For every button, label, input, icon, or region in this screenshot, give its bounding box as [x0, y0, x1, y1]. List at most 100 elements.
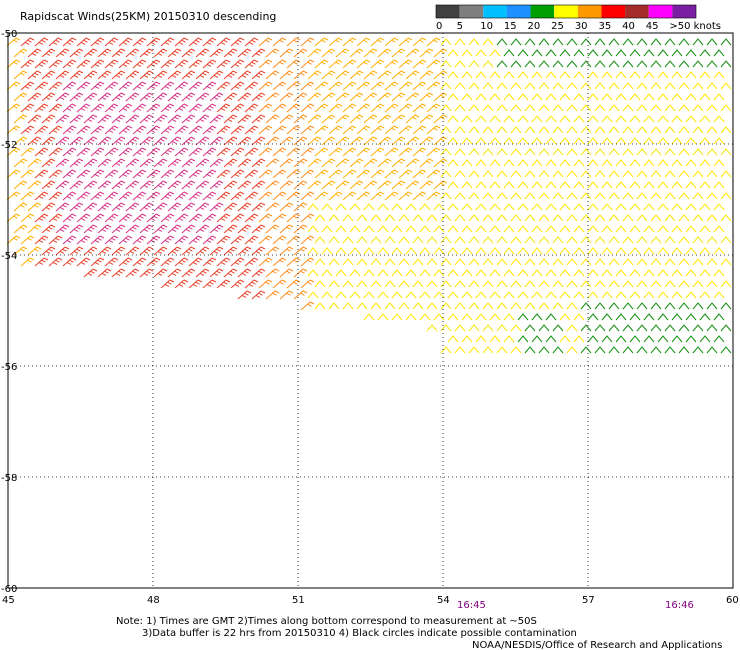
wind-barb — [153, 158, 168, 168]
wind-barb — [398, 191, 413, 201]
wind-barb — [496, 38, 508, 46]
wind-barb — [524, 236, 536, 244]
wind-barb — [188, 81, 203, 91]
wind-barb — [629, 269, 641, 277]
wind-barb — [552, 170, 564, 178]
wind-barb — [531, 181, 543, 189]
wind-barb — [132, 169, 147, 179]
wind-barb — [517, 291, 529, 299]
wind-barb — [356, 125, 371, 135]
wind-barb — [692, 148, 704, 156]
wind-barb — [118, 235, 133, 245]
wind-barb — [216, 81, 231, 91]
wind-barb — [636, 214, 648, 222]
wind-barb — [398, 302, 410, 310]
wind-barb — [27, 202, 42, 212]
wind-barb — [279, 158, 294, 168]
wind-barb — [293, 268, 308, 278]
wind-barb — [244, 125, 259, 135]
wind-barb — [20, 191, 35, 201]
wind-barb — [524, 280, 536, 288]
wind-barb — [468, 258, 480, 266]
wind-barb — [69, 224, 84, 234]
wind-barb — [412, 147, 427, 157]
wind-barb — [664, 258, 676, 266]
wind-barb — [321, 158, 336, 168]
wind-barb — [594, 38, 606, 46]
wind-barb — [167, 114, 182, 124]
wind-barb — [580, 258, 592, 266]
wind-speed-legend: 0 5 10 15 20 25 30 35 40 45 >50 knots — [435, 4, 721, 32]
wind-barb — [153, 224, 168, 234]
wind-barb — [265, 202, 280, 212]
wind-barb — [692, 170, 704, 178]
wind-barb — [90, 37, 105, 47]
wind-barb — [580, 302, 592, 310]
wind-barb — [496, 280, 508, 288]
wind-barb — [321, 180, 336, 190]
wind-barb — [125, 48, 140, 58]
wind-barb — [454, 346, 466, 354]
wind-barb — [265, 158, 280, 168]
wind-barb — [398, 214, 410, 222]
wind-barb — [62, 125, 77, 135]
wind-barb — [671, 269, 683, 277]
wind-barb — [13, 114, 28, 124]
wind-barb — [601, 335, 613, 343]
wind-barb — [608, 192, 620, 200]
wind-barb — [706, 346, 718, 354]
wind-barb — [482, 126, 494, 134]
wind-barb — [538, 302, 550, 310]
wind-barb — [13, 224, 28, 234]
wind-barb — [454, 82, 466, 90]
wind-barb — [384, 258, 396, 266]
wind-barb — [251, 158, 266, 168]
wind-barb — [153, 70, 168, 80]
wind-barb — [706, 236, 718, 244]
wind-barb — [433, 291, 445, 299]
wind-barb — [279, 180, 294, 190]
wind-barb — [475, 159, 487, 167]
wind-barb — [489, 159, 501, 167]
wind-barb — [671, 203, 683, 211]
wind-barb — [244, 103, 259, 113]
wind-barb — [461, 269, 473, 277]
wind-barb — [713, 269, 725, 277]
wind-barb — [188, 257, 203, 267]
wind-barb — [384, 147, 399, 157]
latitude-labels: -50 -52 -54 -56 -58 -60 — [1, 29, 17, 595]
wind-barb — [62, 59, 77, 69]
wind-barb — [391, 247, 403, 255]
wind-barb — [566, 104, 578, 112]
wind-barb — [349, 70, 364, 80]
wind-barb — [573, 313, 585, 321]
wind-barb — [538, 236, 550, 244]
wind-barb — [489, 137, 501, 145]
wind-barb — [433, 92, 448, 102]
wind-barb — [510, 346, 522, 354]
wind-barb — [622, 346, 634, 354]
wind-barb — [13, 202, 28, 212]
wind-barb — [657, 71, 669, 79]
wind-barb — [391, 136, 406, 146]
wind-barb — [629, 225, 641, 233]
wind-barb — [629, 247, 641, 255]
wind-barb — [692, 192, 704, 200]
wind-barb — [321, 114, 336, 124]
wind-barb — [503, 335, 515, 343]
wind-barb — [517, 93, 529, 101]
wind-barb — [426, 302, 438, 310]
wind-barb — [286, 169, 301, 179]
wind-barb — [160, 257, 175, 267]
wind-barb — [419, 291, 431, 299]
wind-barb — [489, 291, 501, 299]
wind-barb — [412, 59, 427, 69]
wind-barb — [307, 269, 319, 277]
wind-barb — [636, 236, 648, 244]
wind-barb — [405, 291, 417, 299]
wind-barb — [510, 170, 522, 178]
wind-barb — [608, 258, 620, 266]
wind-barb — [41, 180, 56, 190]
wind-barb — [692, 258, 704, 266]
